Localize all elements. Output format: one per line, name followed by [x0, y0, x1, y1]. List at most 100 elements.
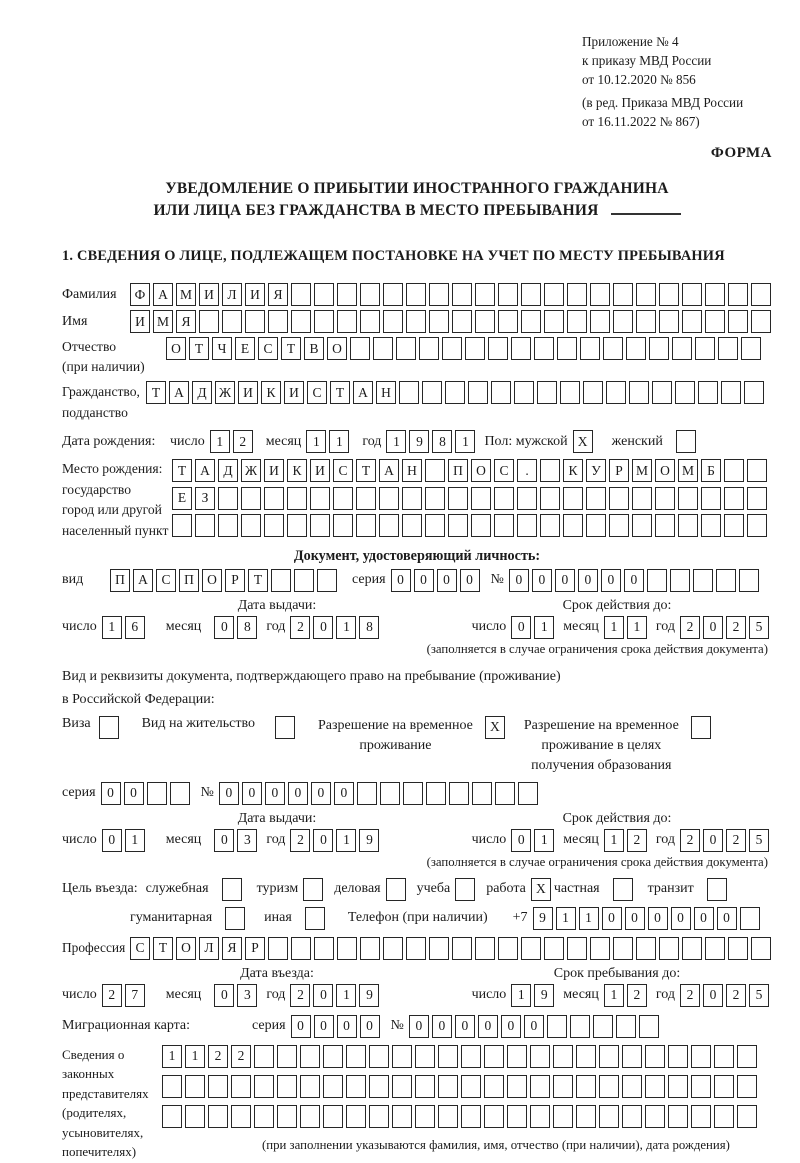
form-cell[interactable]: О	[166, 337, 186, 360]
form-cell[interactable]	[323, 1044, 343, 1068]
form-cell[interactable]: 0	[310, 781, 331, 805]
form-cell[interactable]	[162, 1104, 182, 1128]
form-cell[interactable]	[728, 310, 748, 333]
form-cell[interactable]: 1	[162, 1044, 182, 1068]
form-cell[interactable]	[714, 1074, 734, 1098]
form-cell[interactable]: 1	[555, 906, 576, 930]
form-cell[interactable]	[498, 936, 518, 960]
form-cell[interactable]	[612, 877, 633, 901]
form-cell[interactable]: К	[563, 459, 583, 482]
form-cell[interactable]: 0	[436, 568, 457, 592]
form-cell[interactable]	[429, 310, 449, 333]
form-cell[interactable]	[314, 310, 334, 333]
form-cell[interactable]	[557, 337, 577, 360]
form-cell[interactable]	[310, 486, 330, 510]
form-cell[interactable]	[563, 486, 583, 510]
form-cell[interactable]	[603, 337, 623, 360]
form-cell[interactable]: 0	[577, 568, 598, 592]
form-cell[interactable]	[415, 1044, 435, 1068]
form-cell[interactable]	[373, 337, 393, 360]
form-cell[interactable]	[475, 310, 495, 333]
form-cell[interactable]	[521, 936, 541, 960]
form-cell[interactable]	[652, 381, 672, 404]
form-cell[interactable]	[609, 486, 629, 510]
form-cell[interactable]	[728, 936, 748, 960]
form-cell[interactable]	[350, 337, 370, 360]
form-cell[interactable]	[488, 337, 508, 360]
form-cell[interactable]	[744, 381, 764, 404]
form-cell[interactable]: И	[264, 459, 284, 482]
form-cell[interactable]: 0	[100, 781, 121, 805]
form-cell[interactable]	[199, 310, 219, 333]
form-cell[interactable]: 1	[329, 430, 350, 453]
form-cell[interactable]: 1	[101, 615, 122, 639]
form-cell[interactable]: 2	[726, 983, 746, 1007]
form-cell[interactable]	[356, 486, 376, 510]
form-cell[interactable]	[714, 1044, 734, 1068]
form-cell[interactable]	[323, 1074, 343, 1098]
form-cell[interactable]: А	[195, 459, 215, 482]
form-cell[interactable]	[751, 310, 771, 333]
form-cell[interactable]: Р	[225, 568, 245, 592]
form-cell[interactable]: 0	[477, 1014, 498, 1038]
form-cell[interactable]: 5	[749, 983, 769, 1007]
form-cell[interactable]: 0	[511, 615, 532, 639]
form-cell[interactable]: 0	[459, 568, 480, 592]
form-cell[interactable]: 0	[413, 568, 434, 592]
form-cell[interactable]	[659, 936, 679, 960]
form-cell[interactable]	[333, 514, 353, 537]
form-cell[interactable]	[268, 310, 288, 333]
form-cell[interactable]: 8	[432, 430, 453, 453]
form-cell[interactable]: 9	[534, 983, 555, 1007]
form-cell[interactable]	[514, 381, 534, 404]
form-cell[interactable]	[691, 1044, 711, 1068]
form-cell[interactable]	[540, 514, 560, 537]
form-cell[interactable]: С	[156, 568, 176, 592]
form-cell[interactable]	[300, 1044, 320, 1068]
form-cell[interactable]: Т	[172, 459, 192, 482]
form-cell[interactable]: Ф	[130, 283, 150, 306]
form-cell[interactable]	[738, 568, 759, 592]
form-cell[interactable]	[544, 283, 564, 306]
form-cell[interactable]: 0	[703, 828, 723, 852]
form-cell[interactable]: .	[517, 459, 537, 482]
form-cell[interactable]	[222, 310, 242, 333]
form-cell[interactable]	[429, 936, 449, 960]
form-cell[interactable]	[646, 568, 667, 592]
form-cell[interactable]: 0	[313, 828, 334, 852]
form-cell[interactable]: А	[169, 381, 189, 404]
form-cell[interactable]	[626, 337, 646, 360]
form-cell[interactable]: 0	[624, 906, 645, 930]
form-cell[interactable]	[369, 1104, 389, 1128]
form-cell[interactable]	[172, 514, 192, 537]
form-cell[interactable]	[546, 1014, 567, 1038]
form-cell[interactable]: 1	[603, 828, 624, 852]
form-cell[interactable]	[517, 486, 537, 510]
form-cell[interactable]	[383, 283, 403, 306]
form-cell[interactable]: 9	[409, 430, 430, 453]
form-cell[interactable]	[392, 1104, 412, 1128]
form-cell[interactable]	[714, 1104, 734, 1128]
form-cell[interactable]: 0	[670, 906, 691, 930]
form-cell[interactable]	[304, 906, 325, 930]
form-cell[interactable]	[701, 514, 721, 537]
form-cell[interactable]	[422, 381, 442, 404]
form-cell[interactable]: С	[494, 459, 514, 482]
form-cell[interactable]: И	[310, 459, 330, 482]
form-cell[interactable]: 0	[531, 568, 552, 592]
form-cell[interactable]: А	[379, 459, 399, 482]
form-cell[interactable]	[254, 1074, 274, 1098]
form-cell[interactable]: Д	[218, 459, 238, 482]
form-cell[interactable]: И	[284, 381, 304, 404]
form-cell[interactable]: X	[530, 877, 551, 901]
form-cell[interactable]: 0	[511, 828, 532, 852]
form-cell[interactable]: С	[130, 936, 150, 960]
form-cell[interactable]: 8	[359, 615, 380, 639]
form-cell[interactable]: М	[678, 459, 698, 482]
form-cell[interactable]	[208, 1074, 228, 1098]
form-cell[interactable]: Я	[268, 283, 288, 306]
form-cell[interactable]	[452, 310, 472, 333]
form-cell[interactable]	[705, 936, 725, 960]
form-cell[interactable]	[468, 381, 488, 404]
form-cell[interactable]: С	[307, 381, 327, 404]
